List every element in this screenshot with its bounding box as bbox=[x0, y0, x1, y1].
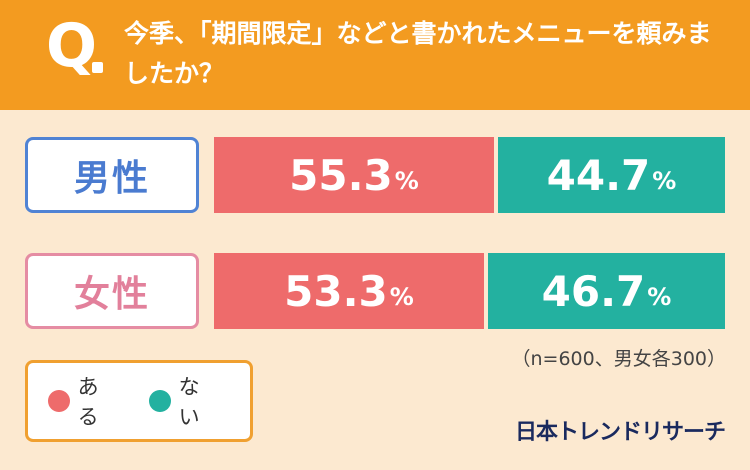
sample-size-note: （n=600、男女各300） bbox=[511, 348, 727, 370]
row-label-male: 男性 bbox=[25, 137, 199, 213]
value-label-male-no: 44.7 bbox=[546, 150, 651, 200]
legend-item-no: ない bbox=[149, 371, 220, 431]
legend-dot-no bbox=[149, 390, 171, 412]
bar-row-male: 55.3% 44.7% bbox=[214, 137, 725, 213]
bar-segment-female-no: 46.7% bbox=[488, 253, 725, 329]
bar-row-female: 53.3% 46.7% bbox=[214, 253, 725, 329]
question-text: 今季、「期間限定」などと書かれたメニューを頼みましたか？ bbox=[124, 19, 712, 88]
legend: ある ない bbox=[25, 360, 253, 442]
q-mark: Q bbox=[46, 11, 98, 81]
unit-label: % bbox=[394, 167, 419, 195]
legend-item-yes: ある bbox=[48, 371, 119, 431]
value-label-female-no: 46.7 bbox=[541, 266, 646, 316]
brand-logo-text: 日本トレンドリサーチ bbox=[514, 420, 726, 445]
unit-label: % bbox=[652, 167, 677, 195]
bar-segment-male-yes: 55.3% bbox=[214, 137, 494, 213]
q-dot bbox=[92, 62, 103, 73]
legend-dot-yes bbox=[48, 390, 70, 412]
unit-label: % bbox=[389, 283, 414, 311]
row-label-female: 女性 bbox=[25, 253, 199, 329]
legend-label-yes: ある bbox=[77, 375, 99, 429]
bar-segment-male-no: 44.7% bbox=[498, 137, 725, 213]
legend-label-no: ない bbox=[178, 375, 200, 429]
unit-label: % bbox=[647, 283, 672, 311]
header-banner: Q 今季、「期間限定」などと書かれたメニューを頼みましたか？ bbox=[0, 0, 750, 110]
value-label-male-yes: 55.3 bbox=[289, 150, 393, 200]
bar-segment-female-yes: 53.3% bbox=[214, 253, 484, 329]
value-label-female-yes: 53.3 bbox=[284, 266, 388, 316]
